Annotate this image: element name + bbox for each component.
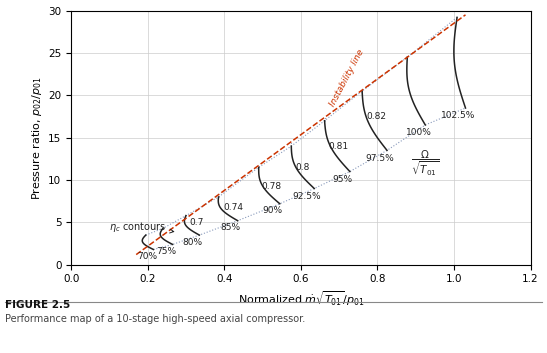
Text: 90%: 90% <box>262 206 282 215</box>
Y-axis label: Pressure ratio, $p_{02}/p_{01}$: Pressure ratio, $p_{02}/p_{01}$ <box>30 76 44 199</box>
Text: FIGURE 2.5: FIGURE 2.5 <box>5 300 71 310</box>
Text: 0.82: 0.82 <box>366 112 387 121</box>
Text: 0.7: 0.7 <box>189 218 203 227</box>
Text: Instability line: Instability line <box>328 48 365 108</box>
Text: 0.81: 0.81 <box>329 142 349 151</box>
Text: Performance map of a 10-stage high-speed axial compressor.: Performance map of a 10-stage high-speed… <box>5 314 306 324</box>
X-axis label: Normalized $\dot{m}\sqrt{T_{01}}/p_{01}$: Normalized $\dot{m}\sqrt{T_{01}}/p_{01}$ <box>237 289 364 307</box>
Text: 75%: 75% <box>156 247 176 256</box>
Text: 97.5%: 97.5% <box>365 154 394 163</box>
Text: 100%: 100% <box>406 127 432 137</box>
Text: 92.5%: 92.5% <box>292 192 321 201</box>
Text: 0.8: 0.8 <box>295 163 310 172</box>
Text: 85%: 85% <box>220 223 240 232</box>
Text: $\dfrac{\Omega}{\sqrt{T_{01}}}$: $\dfrac{\Omega}{\sqrt{T_{01}}}$ <box>411 148 439 178</box>
Text: 80%: 80% <box>183 238 203 247</box>
Text: 102.5%: 102.5% <box>441 112 475 120</box>
Text: 0.74: 0.74 <box>224 203 243 212</box>
Text: 0.78: 0.78 <box>261 182 282 191</box>
Text: 70%: 70% <box>138 252 158 261</box>
Text: $\eta_c$ contours: $\eta_c$ contours <box>109 220 174 234</box>
Text: 95%: 95% <box>332 175 352 184</box>
